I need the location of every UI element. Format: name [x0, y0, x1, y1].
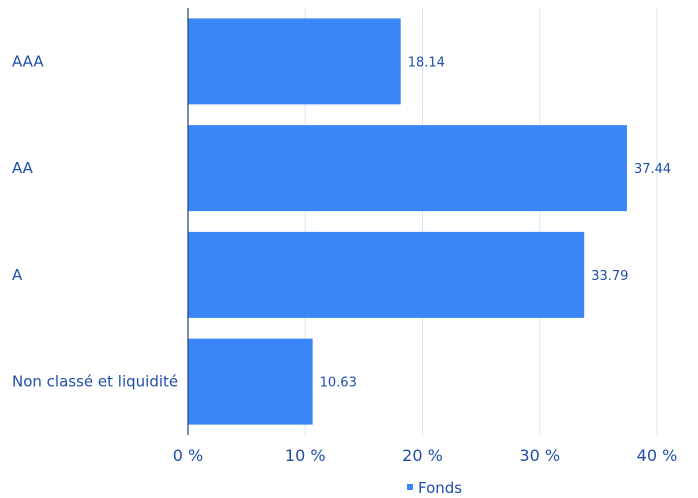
data-label-2: 33.79	[591, 269, 628, 284]
category-label-0: AAA	[12, 52, 44, 70]
x-tick-label-40: 40 %	[637, 446, 678, 465]
category-label-2: A	[12, 266, 23, 284]
legend-label-fonds: Fonds	[418, 479, 462, 497]
x-tick-label-30: 30 %	[519, 446, 560, 465]
bar-2	[188, 231, 585, 318]
data-labels: 18.14 37.44 33.79 10.63	[320, 55, 672, 390]
data-label-1: 37.44	[634, 162, 671, 177]
category-label-1: AA	[12, 159, 34, 177]
x-tick-label-20: 20 %	[402, 446, 443, 465]
x-tick-label-10: 10 %	[285, 446, 326, 465]
legend[interactable]: Fonds	[407, 479, 462, 497]
category-label-3: Non classé et liquidité	[12, 373, 178, 391]
legend-swatch-fonds	[407, 484, 413, 490]
x-tick-labels: 0 % 10 % 20 % 30 % 40 %	[173, 446, 678, 465]
bars	[188, 18, 627, 425]
data-label-0: 18.14	[408, 55, 445, 70]
data-label-3: 10.63	[320, 376, 357, 391]
x-tick-label-0: 0 %	[173, 446, 203, 465]
bar-0	[188, 18, 401, 105]
bar-3	[188, 338, 313, 425]
bar-1	[188, 125, 627, 212]
